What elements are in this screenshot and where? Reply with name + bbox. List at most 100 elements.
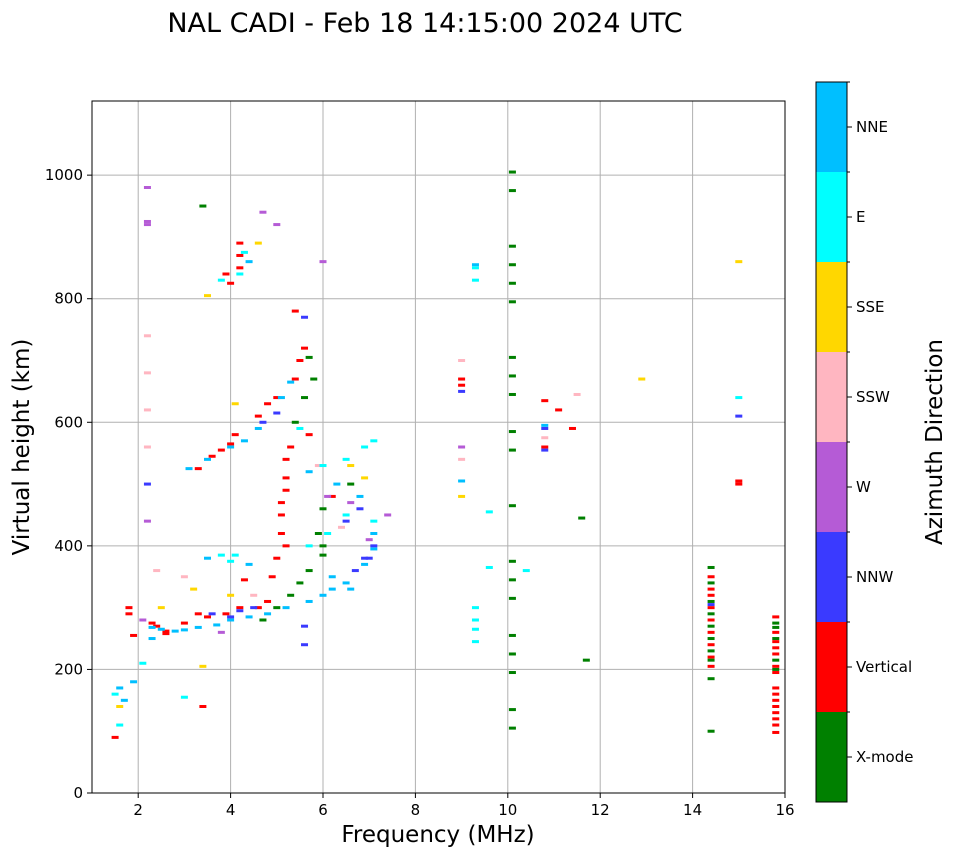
x-tick-label: 6 — [318, 801, 328, 819]
data-point — [194, 612, 202, 616]
data-point — [264, 402, 272, 406]
data-point — [282, 457, 290, 461]
series-x-mode — [199, 170, 780, 733]
data-point — [772, 711, 780, 715]
data-point — [204, 457, 211, 461]
data-point — [291, 420, 299, 424]
data-marks — [111, 170, 780, 739]
data-point — [707, 612, 715, 616]
data-point — [291, 309, 299, 313]
data-point — [287, 380, 295, 384]
data-point — [772, 630, 780, 634]
data-point — [296, 359, 304, 362]
colorbar-segment — [816, 82, 847, 172]
data-point — [541, 423, 549, 427]
data-point — [204, 294, 211, 298]
data-point — [458, 445, 466, 449]
data-point — [240, 439, 248, 443]
data-point — [508, 448, 516, 452]
data-point — [301, 624, 309, 628]
data-point — [361, 562, 369, 566]
data-point — [227, 559, 235, 563]
data-point — [772, 652, 780, 656]
data-point — [508, 300, 516, 304]
x-tick-label: 8 — [411, 801, 421, 819]
data-point — [578, 516, 586, 520]
data-point — [772, 705, 780, 708]
data-point — [508, 596, 516, 600]
data-point — [185, 467, 193, 471]
data-point — [301, 346, 309, 350]
y-tick-label: 800 — [54, 290, 83, 308]
data-point — [772, 667, 780, 671]
data-point — [227, 445, 235, 449]
data-point — [370, 439, 378, 443]
data-point — [772, 686, 780, 690]
data-point — [319, 544, 327, 548]
data-point — [305, 355, 313, 359]
data-point — [471, 278, 479, 282]
data-point — [148, 637, 156, 641]
colorbar-segment — [816, 352, 847, 442]
data-point — [365, 538, 373, 542]
data-point — [328, 587, 336, 591]
data-point — [310, 377, 318, 381]
data-point — [204, 615, 211, 619]
data-point — [139, 618, 147, 622]
data-point — [319, 593, 327, 597]
x-axis-label: Frequency (MHz) — [341, 822, 534, 848]
data-point — [707, 581, 715, 585]
data-point — [707, 643, 715, 647]
data-point — [162, 629, 170, 633]
data-point — [231, 402, 239, 406]
data-point — [259, 618, 267, 622]
colorbar-segment — [816, 172, 847, 262]
data-point — [254, 241, 262, 245]
colorbar-tick-label: W — [856, 478, 871, 496]
y-tick-label: 400 — [54, 537, 83, 555]
data-point — [508, 374, 516, 378]
grid-lines — [92, 101, 786, 794]
data-point — [370, 544, 378, 548]
data-point — [264, 612, 272, 616]
data-point — [772, 664, 780, 668]
data-point — [347, 482, 355, 486]
data-point — [342, 513, 350, 517]
x-tick-label: 12 — [591, 801, 610, 819]
data-point — [180, 621, 188, 625]
data-point — [143, 219, 151, 223]
data-point — [125, 606, 133, 610]
data-point — [319, 553, 327, 557]
data-point — [573, 392, 581, 396]
data-point — [361, 556, 369, 560]
data-point — [236, 241, 244, 245]
data-point — [365, 556, 373, 560]
data-point — [180, 628, 188, 632]
data-point — [458, 377, 466, 381]
data-point — [328, 494, 336, 498]
data-point — [305, 569, 313, 573]
data-point — [153, 569, 161, 573]
data-point — [190, 587, 198, 591]
data-point — [772, 717, 780, 721]
data-point — [508, 633, 516, 637]
data-point — [227, 615, 235, 619]
x-tick-label: 2 — [133, 801, 143, 819]
data-point — [707, 729, 715, 733]
data-point — [735, 482, 743, 486]
y-tick-label: 1000 — [45, 166, 83, 184]
data-point — [204, 556, 211, 560]
data-point — [458, 359, 466, 362]
data-point — [273, 396, 281, 400]
colorbar-tick-label: NNW — [856, 568, 893, 586]
data-point — [370, 532, 378, 535]
data-point — [157, 627, 165, 631]
data-point — [130, 680, 138, 684]
data-point — [772, 621, 780, 625]
data-point — [772, 723, 780, 727]
data-point — [471, 263, 479, 267]
data-point — [707, 658, 715, 662]
data-point — [508, 504, 516, 508]
data-point — [347, 587, 355, 591]
data-point — [522, 569, 530, 573]
